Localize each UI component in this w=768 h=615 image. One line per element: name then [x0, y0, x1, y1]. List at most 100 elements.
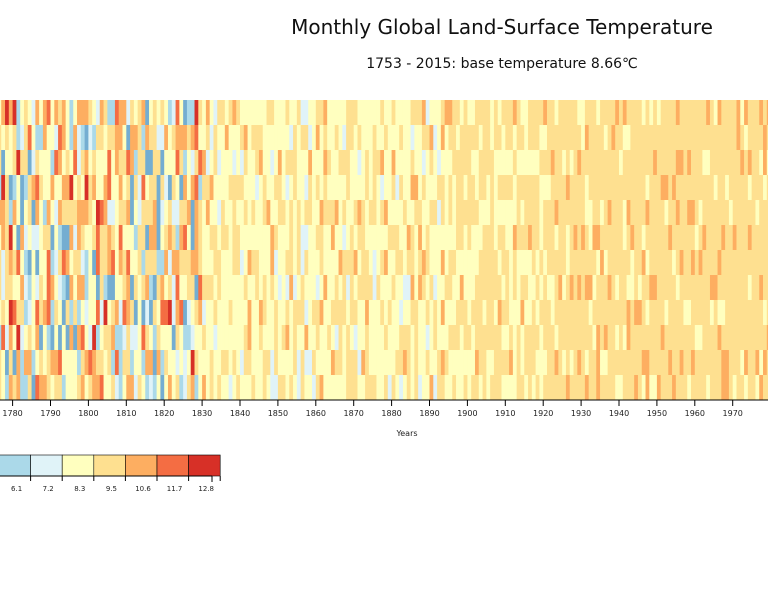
heatmap-cell — [164, 325, 169, 350]
heatmap-cell — [626, 175, 631, 200]
heatmap-cell — [702, 200, 707, 225]
heatmap-cell — [414, 225, 419, 250]
heatmap-cell — [664, 250, 669, 275]
heatmap-cell — [251, 175, 256, 200]
heatmap-cell — [46, 125, 51, 150]
heatmap-cell — [728, 350, 734, 375]
heatmap-cell — [179, 125, 184, 150]
heatmap-cell — [528, 175, 533, 200]
heatmap-cell — [118, 225, 123, 250]
heatmap-cell — [456, 350, 461, 375]
heatmap-cell — [258, 125, 264, 150]
heatmap-cell — [683, 250, 688, 275]
heatmap-cell — [384, 275, 389, 300]
heatmap-cell — [342, 150, 347, 175]
heatmap-cell — [520, 275, 525, 300]
heatmap-cell — [258, 150, 264, 175]
x-tick-label: 1940 — [609, 409, 629, 418]
heatmap-cell — [285, 350, 290, 375]
heatmap-cell — [247, 325, 252, 350]
heatmap-cell — [607, 225, 612, 250]
heatmap-cell — [357, 325, 362, 350]
heatmap-cell — [524, 175, 529, 200]
heatmap-cell — [58, 175, 63, 200]
heatmap-cell — [270, 100, 275, 125]
heatmap-cell — [528, 325, 533, 350]
heatmap-cell — [202, 225, 207, 250]
heatmap-cell — [607, 175, 612, 200]
heatmap-cell — [296, 300, 302, 325]
heatmap-cell — [213, 300, 218, 325]
heatmap-cell — [365, 100, 370, 125]
heatmap-cell — [42, 350, 48, 375]
heatmap-cell — [95, 125, 101, 150]
heatmap-cell — [440, 350, 446, 375]
heatmap-cell — [274, 150, 279, 175]
heatmap-cell — [152, 350, 158, 375]
heatmap-cell — [20, 225, 25, 250]
heatmap-cell — [31, 100, 36, 125]
heatmap-cell — [471, 125, 476, 150]
heatmap-cell — [634, 100, 639, 125]
heatmap-cell — [440, 225, 446, 250]
heatmap-cell — [384, 300, 389, 325]
heatmap-cell — [167, 125, 173, 150]
heatmap-cell — [88, 200, 93, 225]
heatmap-cell — [107, 150, 112, 175]
heatmap-cell — [702, 150, 707, 175]
heatmap-cell — [584, 200, 590, 225]
heatmap-cell — [27, 375, 32, 400]
heatmap-cell — [759, 150, 764, 175]
heatmap-cell — [247, 300, 252, 325]
heatmap-cell — [179, 100, 184, 125]
x-tick-label: 1970 — [723, 409, 743, 418]
heatmap-cell — [152, 300, 158, 325]
heatmap-cell — [656, 325, 662, 350]
heatmap-cell — [490, 350, 495, 375]
heatmap-cell — [0, 300, 2, 325]
heatmap-cell — [61, 150, 67, 175]
heatmap-cell — [626, 275, 631, 300]
heatmap-cell — [308, 225, 313, 250]
heatmap-cell — [440, 300, 446, 325]
heatmap-cell — [12, 225, 17, 250]
heatmap-cell — [482, 125, 487, 150]
heatmap-cell — [213, 375, 218, 400]
heatmap-cell — [376, 375, 381, 400]
heatmap-cell — [691, 325, 696, 350]
heatmap-cell — [562, 275, 567, 300]
heatmap-cell — [694, 150, 699, 175]
heatmap-cell — [425, 225, 430, 250]
heatmap-cell — [448, 225, 453, 250]
heatmap-cell — [251, 350, 256, 375]
heatmap-cell — [23, 125, 29, 150]
heatmap-cell — [637, 225, 643, 250]
heatmap-cell — [437, 100, 442, 125]
heatmap-cell — [80, 175, 86, 200]
heatmap-cell — [137, 325, 142, 350]
heatmap-cell — [126, 275, 131, 300]
heatmap-cell — [50, 250, 55, 275]
heatmap-cell — [372, 200, 377, 225]
heatmap-cell — [300, 300, 305, 325]
heatmap-cell — [190, 300, 195, 325]
heatmap-cell — [179, 275, 184, 300]
heatmap-cell — [437, 225, 442, 250]
heatmap-cell — [357, 250, 362, 275]
heatmap-cell — [725, 175, 730, 200]
heatmap-cell — [565, 225, 571, 250]
heatmap-cell — [709, 225, 715, 250]
heatmap-cell — [565, 275, 571, 300]
heatmap-cell — [425, 200, 430, 225]
heatmap-cell — [588, 100, 593, 125]
heatmap-cell — [31, 225, 36, 250]
heatmap-cell — [717, 275, 722, 300]
heatmap-cell — [365, 300, 370, 325]
heatmap-cell — [653, 375, 658, 400]
heatmap-cell — [8, 350, 13, 375]
heatmap-cell — [713, 250, 718, 275]
heatmap-cell — [615, 350, 620, 375]
heatmap-cell — [395, 175, 400, 200]
heatmap-cell — [728, 150, 734, 175]
heatmap-cell — [27, 250, 32, 275]
